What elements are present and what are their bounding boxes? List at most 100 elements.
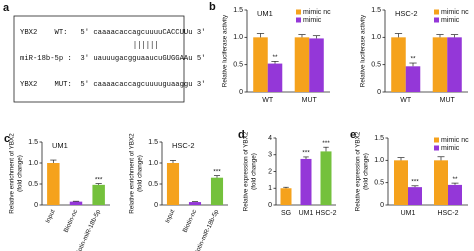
significance: *** <box>95 176 103 183</box>
bar <box>448 184 462 205</box>
y-tick-label: 1.0 <box>28 160 38 167</box>
x-tick-label: Input <box>44 208 56 224</box>
bar <box>434 160 448 205</box>
y-axis-label: (fold change) <box>137 155 144 192</box>
y-axis-label: (fold change) <box>17 155 24 192</box>
bar <box>394 160 408 205</box>
y-tick-label: 0.5 <box>233 62 243 69</box>
bar <box>309 38 324 92</box>
y-tick-label: 0.5 <box>148 181 158 188</box>
bar <box>300 158 312 205</box>
y-tick-label: 2 <box>268 168 272 175</box>
y-tick-label: 1.5 <box>371 7 381 14</box>
bar <box>267 63 283 92</box>
legend-swatch <box>434 17 439 23</box>
x-tick-label: UM1 <box>401 210 416 217</box>
panel-letter: e <box>350 129 356 141</box>
sequence-line: miR-18b-5p : 3' uauuugacgguaaucuGUGGAAu … <box>20 55 205 63</box>
y-tick-label: 1.0 <box>148 160 158 167</box>
bar <box>47 163 60 205</box>
legend-label: mimic nc <box>303 9 331 16</box>
legend-label: mimic nc <box>441 9 469 16</box>
y-tick-label: 0 <box>377 89 381 96</box>
panel-letter: a <box>3 2 10 14</box>
y-tick-label: 1.5 <box>374 135 384 142</box>
bar <box>280 188 292 205</box>
bar <box>166 163 180 205</box>
y-axis-label: Relative enrichment of YBX2 <box>9 133 16 214</box>
y-tick-label: 0.5 <box>371 62 381 69</box>
y-axis-label: (fold change) <box>251 153 258 190</box>
sequence-line: YBX2 MUT: 5' caaaacaccagcuuuuguaaggu 3' <box>20 81 205 89</box>
panel-letter: b <box>209 1 216 13</box>
x-tick-label: HSC-2 <box>437 210 458 217</box>
bar <box>92 184 105 205</box>
x-tick-label: Biotin-miR-18b-5p <box>74 208 102 251</box>
x-tick-label: UM1 <box>299 210 314 217</box>
bar <box>408 187 422 205</box>
x-tick-label: Input <box>164 208 176 224</box>
bar <box>294 37 310 92</box>
y-tick-label: 0 <box>268 202 272 209</box>
panel-letter: c <box>4 133 10 145</box>
chart-title: HSC-2 <box>172 141 195 150</box>
bar <box>210 177 224 205</box>
x-tick-label: MUT <box>440 97 456 104</box>
chart-title: UM1 <box>257 9 273 18</box>
chart-title: HSC-2 <box>395 9 418 18</box>
y-tick-label: 1.0 <box>233 34 243 41</box>
y-axis-label: Relative luciferase activity <box>222 14 229 87</box>
x-tick-label: SG <box>281 210 291 217</box>
y-axis-label: Relative expression of YBX2 <box>243 131 250 211</box>
sequence-line: YBX2 WT: 5' caaaacaccagcuuuuCACCUUu 3' <box>20 29 205 37</box>
significance: *** <box>411 179 419 186</box>
y-axis-label: Relative luciferase activity <box>360 14 367 87</box>
x-tick-label: MUT <box>302 97 318 104</box>
bar <box>432 37 448 92</box>
y-tick-label: 1.0 <box>371 34 381 41</box>
x-tick-label: Biotin-nc <box>182 209 199 234</box>
y-tick-label: 0 <box>380 202 384 209</box>
y-tick-label: 3 <box>268 152 272 159</box>
y-tick-label: 4 <box>268 135 272 142</box>
legend-swatch <box>434 9 439 15</box>
y-tick-label: 1 <box>268 185 272 192</box>
bar <box>69 201 83 205</box>
bar <box>391 37 406 92</box>
pairing-lines <box>134 41 157 49</box>
x-tick-label: HSC-2 <box>315 210 336 217</box>
y-tick-label: 1.5 <box>148 139 158 146</box>
y-tick-label: 0 <box>34 202 38 209</box>
y-tick-label: 0 <box>154 202 158 209</box>
x-tick-label: WT <box>400 97 412 104</box>
legend-label: mimic nc <box>441 137 469 144</box>
chart-title: UM1 <box>52 141 68 150</box>
y-tick-label: 0.5 <box>28 181 38 188</box>
significance: *** <box>322 140 330 147</box>
legend-swatch <box>296 9 301 15</box>
legend-label: mimic <box>441 145 460 152</box>
legend-swatch <box>296 17 301 23</box>
y-tick-label: 0.5 <box>374 180 384 187</box>
y-axis-label: Relative expression of YBX2 <box>355 131 362 211</box>
y-tick-label: 0 <box>239 89 243 96</box>
x-tick-label: WT <box>262 97 274 104</box>
significance: ** <box>452 176 458 183</box>
y-axis-label: (fold change) <box>363 153 370 190</box>
legend-swatch <box>434 145 439 151</box>
significance: ** <box>410 56 416 63</box>
significance: *** <box>302 150 310 157</box>
bar <box>320 151 332 205</box>
bar <box>405 66 421 92</box>
y-tick-label: 1.5 <box>233 7 243 14</box>
significance: ** <box>272 54 278 61</box>
legend-label: mimic <box>303 17 322 24</box>
bar <box>188 202 202 205</box>
bar <box>253 37 268 92</box>
y-axis-label: Relative enrichment of YBX2 <box>129 133 136 214</box>
panel-letter: d <box>238 129 245 141</box>
y-tick-label: 1.0 <box>374 157 384 164</box>
y-tick-label: 1.5 <box>28 139 38 146</box>
bar <box>447 37 462 92</box>
